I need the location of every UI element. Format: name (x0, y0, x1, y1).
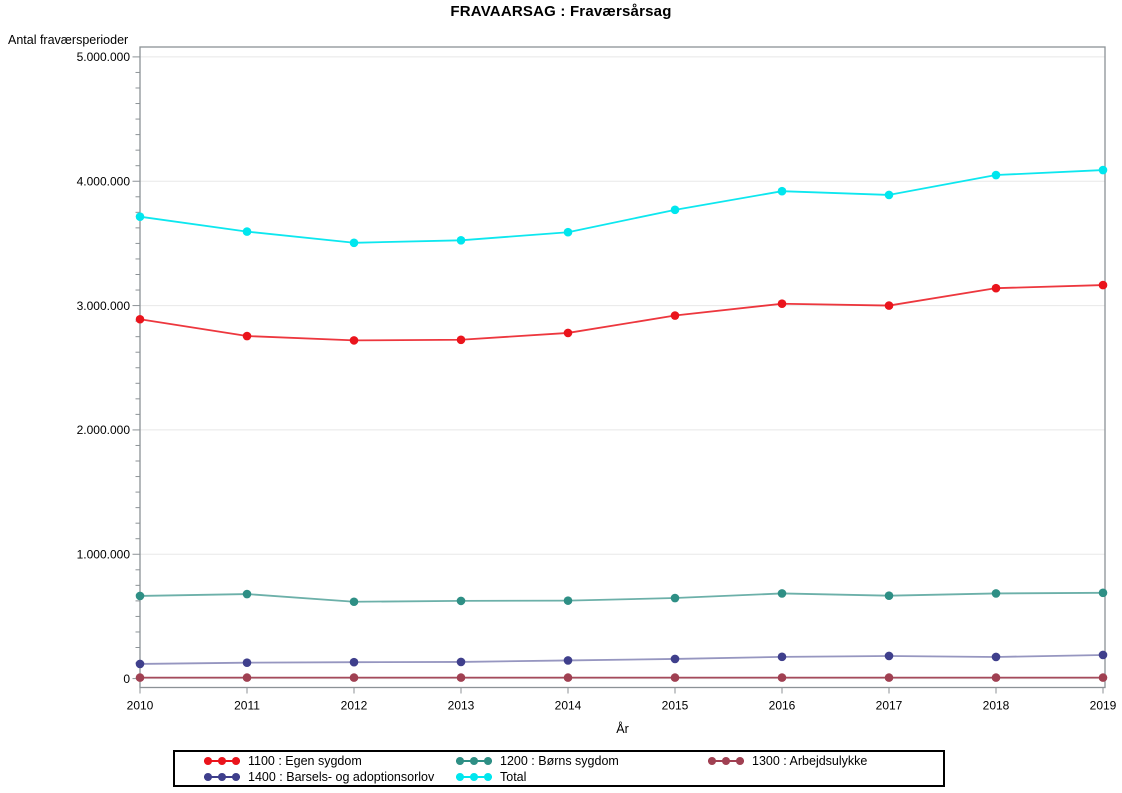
data-point-1200 (670, 593, 680, 603)
legend-item-label: 1100 : Egen sygdom (248, 754, 362, 768)
data-point-1300 (242, 673, 252, 682)
legend: 1100 : Egen sygdom 1200 : Børns sygdom 130… (173, 750, 945, 787)
y-tick-label: 1.000.000 (77, 547, 131, 561)
legend-item-label: 1400 : Barsels- og adoptionsorlov (248, 770, 435, 784)
data-point-1400 (991, 652, 1001, 662)
x-tick-label: 2019 (1090, 699, 1117, 713)
legend-marker-1300 (708, 757, 744, 765)
data-point-1400 (777, 652, 787, 662)
data-point-total (884, 190, 894, 200)
data-point-total (670, 205, 680, 215)
legend-item-1100: 1100 : Egen sygdom (203, 754, 455, 768)
x-tick-label: 2014 (555, 699, 582, 713)
legend-item-1300: 1300 : Arbejdsulykke (707, 754, 959, 768)
x-tick-label: 2012 (341, 699, 368, 713)
plot-frame (139, 46, 1106, 689)
data-point-1300 (670, 673, 680, 682)
data-point-1100 (884, 301, 894, 310)
data-point-1300 (349, 673, 359, 682)
series-line-1200 (139, 591, 1104, 603)
data-point-1400 (670, 654, 680, 664)
data-point-1200 (456, 596, 466, 606)
legend-item-1200: 1200 : Børns sygdom (455, 754, 707, 768)
y-tick-label: 3.000.000 (77, 299, 131, 313)
data-point-1400 (1098, 650, 1108, 660)
data-point-1100 (991, 283, 1001, 293)
data-point-1400 (349, 657, 359, 667)
legend-item-label: Total (500, 770, 527, 784)
data-point-1100 (456, 335, 466, 345)
data-point-total (777, 186, 787, 196)
data-point-1400 (563, 656, 573, 665)
x-tick-label: 2015 (662, 699, 689, 713)
data-point-total (456, 236, 466, 245)
series-line-total (139, 169, 1104, 244)
data-point-1300 (135, 673, 145, 682)
legend-marker-1400 (204, 773, 240, 781)
y-tick-label: 5.000.000 (77, 50, 131, 64)
data-point-1300 (884, 673, 894, 682)
data-point-1200 (884, 591, 894, 600)
legend-marker-1100 (204, 757, 240, 765)
data-point-1100 (777, 299, 787, 309)
data-point-1200 (1098, 588, 1108, 598)
data-point-1200 (991, 589, 1001, 598)
legend-item-1400: 1400 : Barsels- og adoptionsorlov (203, 770, 455, 784)
data-point-1300 (991, 673, 1001, 682)
plot-area: 0 1.000.000 2.000.000 3.000.000 4.000.000 5.0… (77, 46, 1117, 736)
data-point-total (135, 212, 145, 221)
data-point-1200 (135, 591, 145, 601)
data-point-1400 (884, 651, 894, 661)
y-tick-label: 4.000.000 (77, 174, 131, 188)
data-point-total (242, 227, 252, 236)
data-point-1200 (563, 596, 573, 605)
data-point-1300 (456, 673, 466, 682)
data-point-1200 (349, 597, 359, 607)
data-point-1200 (777, 589, 787, 598)
legend-item-total: Total (455, 770, 707, 784)
x-tick-label: 2011 (234, 699, 260, 713)
data-point-total (991, 170, 1001, 180)
series-line-1100 (139, 284, 1104, 342)
data-point-1100 (135, 314, 145, 324)
data-point-1300 (777, 673, 787, 682)
data-point-1100 (1098, 280, 1108, 290)
data-point-1100 (670, 311, 680, 320)
y-tick-label: 2.000.000 (77, 423, 131, 437)
data-point-1100 (563, 328, 573, 338)
y-tick-label: 0 (123, 672, 130, 686)
x-tick-label: 2016 (769, 699, 796, 713)
x-tick-label: 2013 (448, 699, 475, 713)
legend-marker-total (456, 773, 492, 781)
data-point-total (563, 227, 573, 237)
data-point-total (1098, 165, 1108, 175)
data-point-total (349, 238, 359, 248)
data-point-1200 (242, 589, 252, 599)
data-point-1300 (563, 673, 573, 682)
series-line-1400 (139, 654, 1104, 665)
chart-title: FRAVAARSAG : Fraværsårsag (450, 3, 672, 20)
x-tick-label: 2018 (983, 699, 1010, 713)
data-point-1400 (456, 657, 466, 667)
data-point-1100 (242, 331, 252, 341)
x-axis-title: År (616, 721, 629, 736)
legend-item-label: 1300 : Arbejdsulykke (752, 754, 868, 768)
data-point-1400 (135, 659, 145, 669)
x-tick-label: 2017 (876, 699, 903, 713)
data-point-1400 (242, 658, 252, 667)
legend-marker-1200 (456, 757, 492, 765)
legend-item-label: 1200 : Børns sygdom (500, 754, 619, 768)
y-axis-title: Antal fraværsperioder (8, 33, 129, 47)
x-tick-label: 2010 (127, 699, 154, 713)
data-point-1100 (349, 336, 359, 345)
data-point-1300 (1098, 673, 1108, 682)
